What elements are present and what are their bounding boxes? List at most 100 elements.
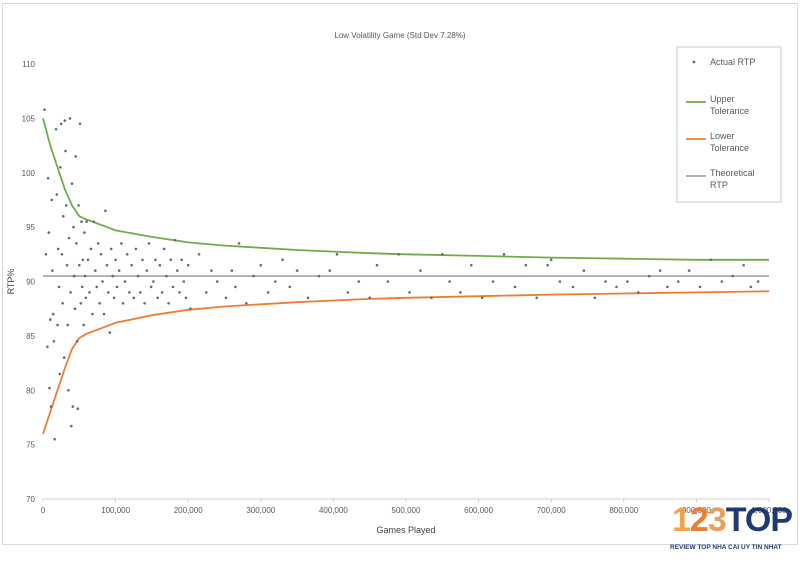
scatter-point — [46, 345, 49, 349]
scatter-point — [288, 285, 292, 289]
scatter-point — [171, 285, 175, 289]
legend-label: Tolerance — [710, 106, 749, 116]
scatter-point — [68, 117, 72, 120]
x-tick-label: 400,000 — [319, 506, 348, 515]
legend-label: RTP — [710, 180, 728, 190]
y-tick-label: 70 — [26, 495, 35, 504]
scatter-point — [441, 253, 444, 256]
scatter-point — [252, 274, 255, 278]
scatter-point — [56, 247, 60, 251]
scatter-point — [480, 296, 484, 300]
series-lines — [42, 118, 770, 435]
scatter-point — [558, 280, 562, 283]
x-tick-labels: 0 100,000 200,000 300,000 400,000 500,000 600,… — [41, 499, 787, 515]
watermark-tagline: REVIEW TOP NHA CAI UY TIN NHAT — [670, 544, 782, 551]
scatter-point — [180, 258, 183, 262]
scatter-point — [49, 405, 53, 408]
scatter-point — [94, 269, 97, 272]
scatter-point — [160, 291, 164, 294]
scatter-point — [81, 258, 85, 262]
scatter-point — [105, 263, 109, 267]
scatter-point — [375, 263, 379, 267]
logo-word: TOP — [725, 501, 793, 539]
scatter-point — [328, 269, 332, 272]
scatter-point — [88, 291, 91, 294]
scatter-point — [210, 269, 213, 272]
scatter-point — [245, 302, 248, 305]
legend: Actual RTP Upper Tolerance Lower Tolerance Th… — [676, 46, 782, 203]
scatter-point — [386, 280, 390, 283]
scatter-point — [130, 263, 133, 267]
scatter-point — [117, 269, 121, 272]
scatter-point — [44, 253, 48, 256]
scatter-point — [77, 204, 80, 207]
scatter-point — [186, 263, 190, 267]
scatter-point — [132, 296, 136, 300]
scatter-point — [50, 198, 53, 202]
scatter-point — [55, 193, 59, 196]
scatter-point — [74, 155, 77, 158]
scatter-point — [67, 389, 70, 392]
scatter-point — [178, 291, 181, 294]
scatter-point — [71, 405, 75, 408]
scatter-point — [84, 296, 88, 300]
scatter-point — [67, 236, 71, 240]
scatter-point — [48, 386, 51, 390]
y-tick-label: 105 — [22, 114, 36, 123]
scatter-point — [149, 285, 153, 289]
scatter-point — [43, 108, 46, 111]
scatter-point — [470, 263, 473, 267]
scatter-point — [53, 437, 56, 441]
scatter-point — [189, 307, 192, 311]
scatter-point — [346, 291, 350, 294]
x-tick-label: 300,000 — [246, 506, 275, 515]
scatter-point — [69, 291, 72, 294]
scatter-point — [615, 285, 618, 289]
scatter-point — [143, 302, 146, 305]
legend-label: Theoretical — [710, 168, 755, 178]
x-tick-label: 700,000 — [537, 506, 566, 515]
scatter-point — [215, 280, 219, 283]
y-tick-label: 80 — [26, 386, 35, 395]
scatter-point — [61, 302, 64, 305]
scatter-point — [75, 242, 78, 245]
scatter-point — [86, 258, 90, 262]
x-tick-label: 600,000 — [464, 506, 493, 515]
scatter-point — [237, 242, 241, 245]
scatter-point — [266, 291, 270, 294]
scatter-point — [70, 182, 74, 185]
scatter-point — [85, 220, 88, 223]
scatter-point — [139, 291, 142, 294]
scatter-point — [169, 258, 173, 262]
scatter-point — [281, 258, 284, 262]
y-tick-label: 95 — [26, 223, 35, 232]
scatter-point — [156, 296, 159, 300]
scatter-point — [73, 307, 77, 311]
scatter-point — [52, 340, 56, 343]
scatter-point — [357, 280, 361, 283]
scatter-point — [182, 280, 186, 283]
scatter-point — [647, 274, 651, 278]
y-tick-label: 75 — [26, 441, 35, 450]
scatter-point — [102, 312, 106, 316]
scatter-point — [306, 296, 310, 300]
scatter-point — [184, 296, 188, 300]
scatter-point — [658, 269, 662, 272]
scatter-point — [80, 220, 83, 223]
logo-digit-1: 1 — [672, 501, 691, 539]
x-tick-label: 0 — [41, 506, 46, 515]
scatter-point — [83, 274, 87, 278]
scatter-point — [408, 291, 411, 294]
scatter-point — [114, 258, 117, 262]
scatter-point — [205, 291, 208, 294]
scatter-point — [75, 340, 79, 343]
scatter-point — [593, 296, 597, 300]
x-tick-label: 800,000 — [609, 506, 638, 515]
scatter-point — [62, 356, 66, 359]
y-tick-label: 110 — [22, 60, 35, 69]
scatter-point — [46, 176, 50, 180]
series-line-upper-tolerance — [42, 118, 769, 261]
scatter-point — [397, 253, 401, 256]
scatter-point — [604, 280, 607, 283]
